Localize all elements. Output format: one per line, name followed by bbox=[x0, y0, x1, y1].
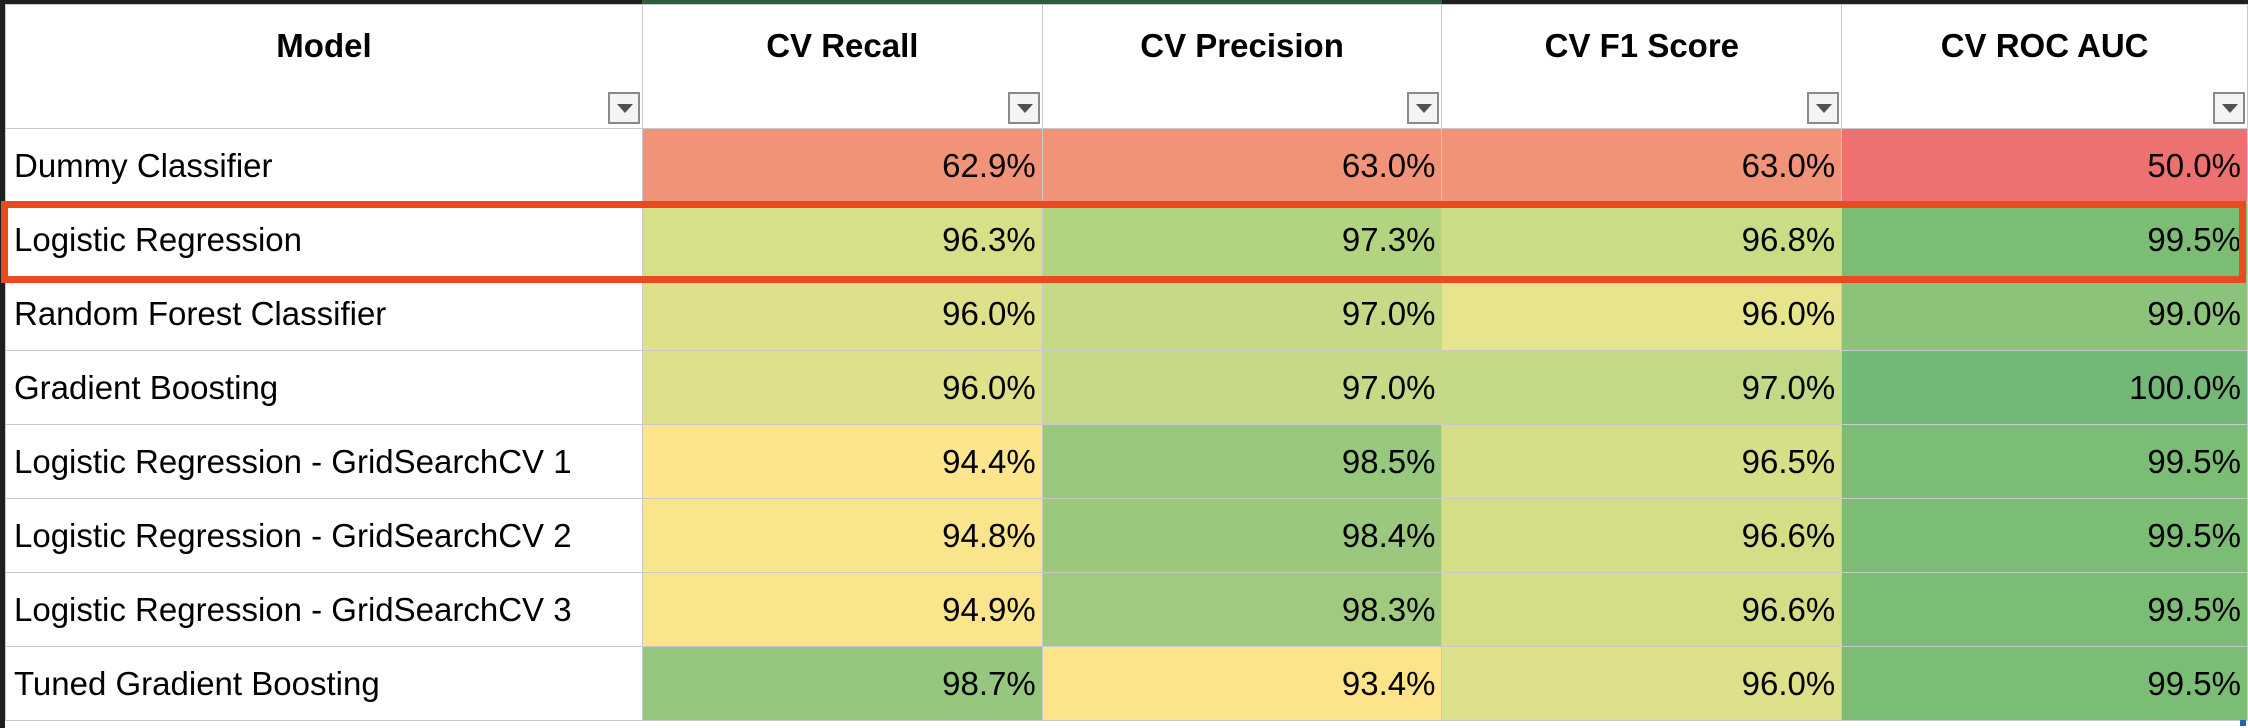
header-cv-roc-auc[interactable]: CV ROC AUC bbox=[1841, 4, 2248, 129]
metric-cell[interactable]: 97.0% bbox=[1441, 350, 1843, 425]
model-comparison-table: Model CV Recall CV Precision CV F1 Score… bbox=[5, 4, 2248, 721]
metric-cell[interactable]: 96.8% bbox=[1441, 202, 1843, 277]
metric-cell[interactable]: 93.4% bbox=[1041, 646, 1443, 721]
table-row: Logistic Regression - GridSearchCV 2 94.8… bbox=[5, 498, 2248, 573]
header-cv-f1-score[interactable]: CV F1 Score bbox=[1441, 4, 1843, 129]
metric-cell[interactable]: 94.4% bbox=[641, 424, 1043, 499]
header-label: CV Precision bbox=[1140, 26, 1344, 64]
header-model[interactable]: Model bbox=[5, 4, 643, 129]
metric-cell[interactable]: 96.5% bbox=[1441, 424, 1843, 499]
header-label: CV ROC AUC bbox=[1940, 26, 2149, 64]
model-name-cell[interactable]: Logistic Regression bbox=[5, 202, 643, 277]
metric-cell[interactable]: 96.3% bbox=[641, 202, 1043, 277]
model-name-cell[interactable]: Tuned Gradient Boosting bbox=[5, 646, 643, 721]
header-cv-recall[interactable]: CV Recall bbox=[641, 4, 1043, 129]
header-label: CV F1 Score bbox=[1544, 26, 1740, 64]
metric-cell[interactable]: 62.9% bbox=[641, 128, 1043, 203]
metric-cell[interactable]: 97.0% bbox=[1041, 350, 1443, 425]
table-row: Random Forest Classifier 96.0% 97.0% 96.0% 9… bbox=[5, 276, 2248, 351]
header-cv-precision[interactable]: CV Precision bbox=[1041, 4, 1443, 129]
metric-cell[interactable]: 99.0% bbox=[1841, 276, 2248, 351]
metric-cell[interactable]: 100.0% bbox=[1841, 350, 2248, 425]
table-row: Logistic Regression - GridSearchCV 3 94.9… bbox=[5, 572, 2248, 647]
metric-cell[interactable]: 96.0% bbox=[641, 276, 1043, 351]
metric-cell[interactable]: 63.0% bbox=[1041, 128, 1443, 203]
metric-cell[interactable]: 94.9% bbox=[641, 572, 1043, 647]
metric-cell[interactable]: 99.5% bbox=[1841, 572, 2248, 647]
metric-cell[interactable]: 99.5% bbox=[1841, 646, 2248, 721]
filter-dropdown-icon[interactable] bbox=[1807, 92, 1840, 124]
metric-cell[interactable]: 96.6% bbox=[1441, 572, 1843, 647]
metric-cell[interactable]: 96.0% bbox=[1441, 646, 1843, 721]
model-name-cell[interactable]: Logistic Regression - GridSearchCV 1 bbox=[5, 424, 643, 499]
metric-cell[interactable]: 99.5% bbox=[1841, 424, 2248, 499]
table-row: Logistic Regression 96.3% 97.3% 96.8% 99.5% bbox=[5, 202, 2248, 277]
metric-cell[interactable]: 96.6% bbox=[1441, 498, 1843, 573]
filter-dropdown-icon[interactable] bbox=[1407, 92, 1440, 124]
metric-cell[interactable]: 98.5% bbox=[1041, 424, 1443, 499]
model-name-cell[interactable]: Logistic Regression - GridSearchCV 3 bbox=[5, 572, 643, 647]
model-name-cell[interactable]: Gradient Boosting bbox=[5, 350, 643, 425]
metric-cell[interactable]: 97.0% bbox=[1041, 276, 1443, 351]
table-row: Tuned Gradient Boosting 98.7% 93.4% 96.0% 99… bbox=[5, 646, 2248, 721]
header-label: CV Recall bbox=[766, 26, 919, 64]
metric-cell[interactable]: 94.8% bbox=[641, 498, 1043, 573]
table-body: Dummy Classifier 62.9% 63.0% 63.0% 50.0% Logi… bbox=[5, 128, 2248, 721]
selected-column-accent bbox=[642, 0, 1442, 5]
metric-cell[interactable]: 99.5% bbox=[1841, 202, 2248, 277]
metric-cell[interactable]: 98.7% bbox=[641, 646, 1043, 721]
model-name-cell[interactable]: Dummy Classifier bbox=[5, 128, 643, 203]
window-left-border bbox=[0, 0, 5, 728]
table-row: Logistic Regression - GridSearchCV 1 94.4… bbox=[5, 424, 2248, 499]
header-row: Model CV Recall CV Precision CV F1 Score… bbox=[5, 4, 2248, 129]
header-label: Model bbox=[276, 26, 372, 64]
metric-cell[interactable]: 98.3% bbox=[1041, 572, 1443, 647]
metric-cell[interactable]: 96.0% bbox=[1441, 276, 1843, 351]
table-row: Gradient Boosting 96.0% 97.0% 97.0% 100.0% bbox=[5, 350, 2248, 425]
metric-cell[interactable]: 63.0% bbox=[1441, 128, 1843, 203]
filter-dropdown-icon[interactable] bbox=[607, 92, 640, 124]
metric-cell[interactable]: 96.0% bbox=[641, 350, 1043, 425]
table-row: Dummy Classifier 62.9% 63.0% 63.0% 50.0% bbox=[5, 128, 2248, 203]
resize-handle[interactable] bbox=[2240, 720, 2246, 726]
metric-cell[interactable]: 98.4% bbox=[1041, 498, 1443, 573]
filter-dropdown-icon[interactable] bbox=[2213, 92, 2245, 124]
metric-cell[interactable]: 99.5% bbox=[1841, 498, 2248, 573]
model-name-cell[interactable]: Logistic Regression - GridSearchCV 2 bbox=[5, 498, 643, 573]
filter-dropdown-icon[interactable] bbox=[1007, 92, 1040, 124]
metric-cell[interactable]: 50.0% bbox=[1841, 128, 2248, 203]
metric-cell[interactable]: 97.3% bbox=[1041, 202, 1443, 277]
model-name-cell[interactable]: Random Forest Classifier bbox=[5, 276, 643, 351]
